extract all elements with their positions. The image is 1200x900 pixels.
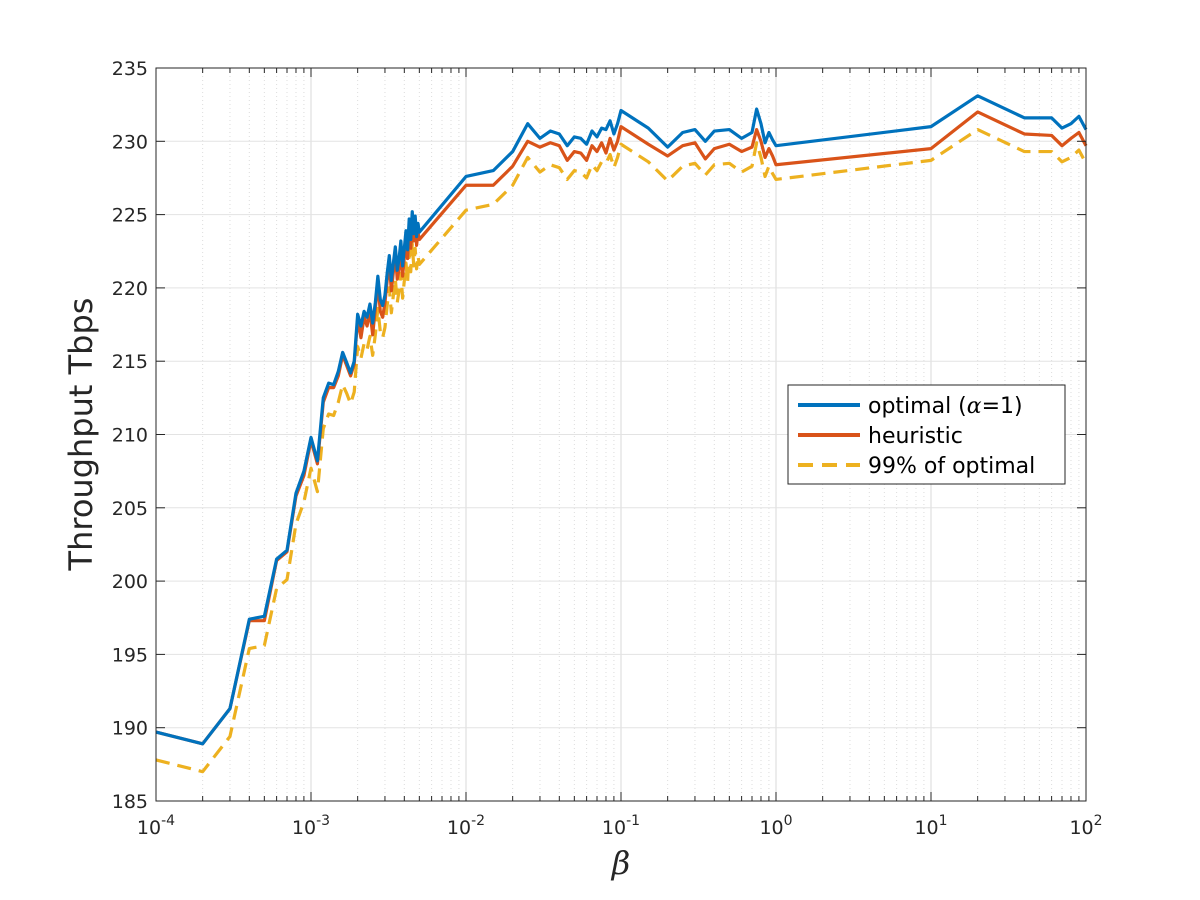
y-tick-label: 220 [112, 278, 148, 300]
legend-label-99-percent: 99% of optimal [868, 454, 1035, 479]
series-lines [155, 94, 1088, 774]
x-tick-label: 10-1 [602, 813, 640, 839]
y-tick-label: 235 [112, 58, 148, 80]
x-tick-label: 101 [914, 813, 947, 839]
x-tick-label: 102 [1069, 813, 1102, 839]
y-tick-label: 210 [112, 425, 148, 447]
y-tick-label: 205 [112, 498, 148, 520]
y-axis-label: Throughput Tbps [62, 298, 100, 572]
axis-ticks [155, 67, 1087, 802]
y-tick-label: 230 [112, 131, 148, 153]
x-tick-label: 10-3 [292, 813, 330, 839]
y-tick-label: 215 [112, 351, 148, 373]
x-tick-labels: 10-4 10-3 10-2 10-1 100 101 102 [137, 813, 1103, 839]
x-tick-label: 10-4 [137, 813, 175, 839]
y-tick-label: 200 [112, 571, 148, 593]
y-tick-label: 195 [112, 644, 148, 666]
legend: optimal (α=1) heuristic 99% of optimal [787, 384, 1066, 485]
y-tick-label: 190 [112, 718, 148, 740]
x-tick-label: 10-2 [447, 813, 485, 839]
y-tick-label: 185 [112, 791, 148, 813]
legend-label-optimal: optimal (α=1) [868, 394, 1023, 419]
series-line-ninety_nine_percent [155, 127, 1088, 774]
y-tick-label: 225 [112, 205, 148, 227]
y-tick-labels: 185 190 195 200 205 210 215 220 225 230 235 [112, 58, 148, 813]
x-tick-label: 100 [759, 813, 792, 839]
x-axis-label: β [611, 844, 631, 882]
legend-label-heuristic: heuristic [868, 424, 963, 449]
series-line-optimal [155, 94, 1088, 746]
